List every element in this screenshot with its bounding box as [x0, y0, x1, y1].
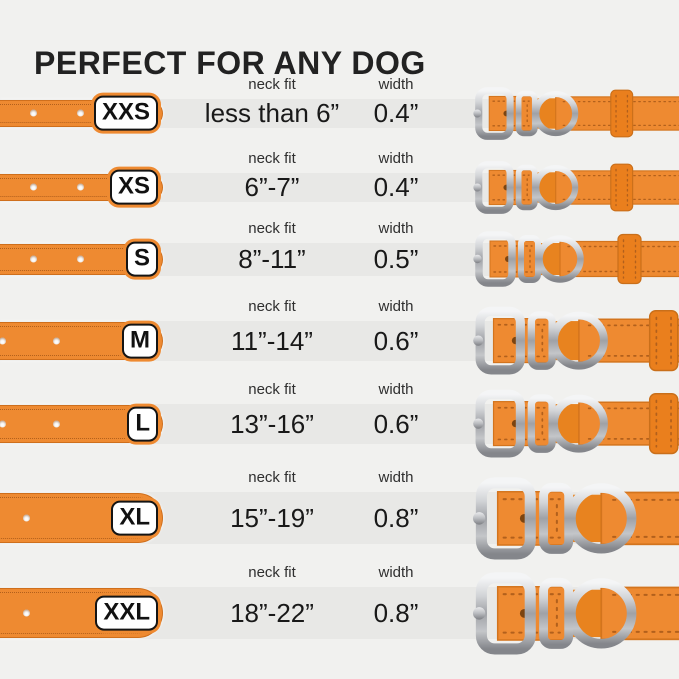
neck-fit-value: 15”-19”	[230, 503, 314, 533]
neck-fit-label: neck fit	[248, 564, 296, 581]
neck-fit-label: neck fit	[248, 469, 296, 486]
strap-hole	[29, 255, 37, 263]
width-label: width	[378, 469, 414, 486]
width-label: width	[378, 381, 414, 398]
metal-keeper-icon	[518, 235, 541, 283]
size-badge: XS	[109, 169, 158, 205]
strap-hole	[22, 609, 30, 617]
strap-stitching	[0, 497, 159, 539]
collar-buckle-dring-image	[473, 390, 679, 458]
size-badge: XXS	[93, 95, 158, 131]
width-value: 0.8”	[373, 598, 419, 628]
strap-hole	[76, 255, 84, 263]
strap-hole	[76, 109, 84, 117]
collar-buckle-dring-image	[472, 571, 679, 655]
strap-stitching	[0, 103, 159, 123]
orange-keeper-band	[617, 233, 642, 285]
neck-fit-label: neck fit	[248, 219, 296, 237]
strap-hole	[29, 109, 37, 117]
orange-keeper-band	[610, 89, 634, 137]
width-value: 0.4”	[373, 171, 419, 202]
buckle-pin-tip	[473, 109, 482, 117]
collar-strap-right	[600, 586, 679, 640]
neck-fit-value: 8”-11”	[238, 243, 306, 274]
buckle-pin-tip	[472, 606, 486, 620]
collar-strap-tip-image: XXL	[0, 588, 163, 638]
size-badge: L	[127, 406, 158, 442]
collar-strap-right	[600, 491, 679, 545]
neck-fit-value: 18”-22”	[230, 598, 314, 628]
neck-fit-value: 13”-16”	[230, 409, 314, 439]
neck-fit-label: neck fit	[248, 298, 296, 315]
neck-fit-label: neck fit	[248, 381, 296, 398]
neck-fit-label: neck fit	[248, 75, 296, 93]
strap-hole	[0, 337, 6, 345]
strap-hole	[52, 420, 60, 428]
width-value: 0.5”	[373, 243, 419, 274]
metal-keeper-icon	[539, 482, 574, 554]
metal-keeper-icon	[539, 577, 574, 649]
size-badge: XXL	[95, 595, 158, 631]
orange-keeper-band	[648, 310, 679, 372]
strap-hole	[22, 514, 30, 522]
metal-keeper-icon	[515, 164, 538, 210]
strap-stitching	[0, 409, 159, 439]
width-label: width	[378, 219, 414, 237]
collar-buckle-dring-image	[473, 86, 679, 140]
neck-fit-label: neck fit	[248, 149, 296, 167]
neck-fit-value: 6”-7”	[244, 171, 300, 202]
neck-fit-value: less than 6”	[204, 97, 340, 128]
strap-hole	[29, 183, 37, 191]
width-value: 0.4”	[373, 97, 419, 128]
strap-hole	[0, 420, 6, 428]
metal-keeper-icon	[527, 394, 556, 454]
neck-fit-value: 11”-14”	[231, 326, 313, 356]
width-label: width	[378, 298, 414, 315]
collar-strap-tip-image: L	[0, 405, 163, 443]
buckle-pin-tip	[472, 511, 486, 525]
strap-hole	[52, 337, 60, 345]
width-label: width	[378, 75, 414, 93]
buckle-pin-tip	[473, 418, 484, 430]
strap-stitching	[0, 326, 159, 356]
collar-buckle-dring-image	[473, 231, 679, 287]
buckle-pin-tip	[473, 254, 482, 264]
collar-buckle-dring-image	[472, 476, 679, 560]
strap-hole	[76, 183, 84, 191]
width-label: width	[378, 149, 414, 167]
buckle-pin-tip	[473, 335, 484, 347]
metal-keeper-icon	[515, 90, 538, 136]
collar-buckle-dring-image	[473, 307, 679, 375]
width-value: 0.8”	[373, 503, 419, 533]
width-value: 0.6”	[373, 409, 419, 439]
size-badge: S	[125, 241, 158, 277]
metal-keeper-icon	[527, 311, 556, 371]
orange-keeper-band	[648, 393, 679, 455]
collar-strap-tip-image: XS	[0, 169, 163, 205]
orange-keeper-band	[610, 163, 634, 211]
buckle-pin-tip	[473, 183, 482, 191]
width-label: width	[378, 564, 414, 581]
collar-strap-tip-image: XXS	[0, 95, 163, 131]
collar-strap-tip-image: M	[0, 322, 163, 360]
strap-stitching	[0, 247, 159, 271]
size-badge: M	[122, 323, 158, 359]
width-value: 0.6”	[373, 326, 419, 356]
page-title: PERFECT FOR ANY DOG	[34, 45, 426, 82]
collar-buckle-dring-image	[473, 160, 679, 214]
strap-stitching	[0, 177, 159, 197]
size-badge: XL	[111, 500, 158, 536]
collar-strap-tip-image: S	[0, 241, 163, 277]
collar-strap-tip-image: XL	[0, 493, 163, 543]
strap-stitching	[0, 592, 159, 634]
